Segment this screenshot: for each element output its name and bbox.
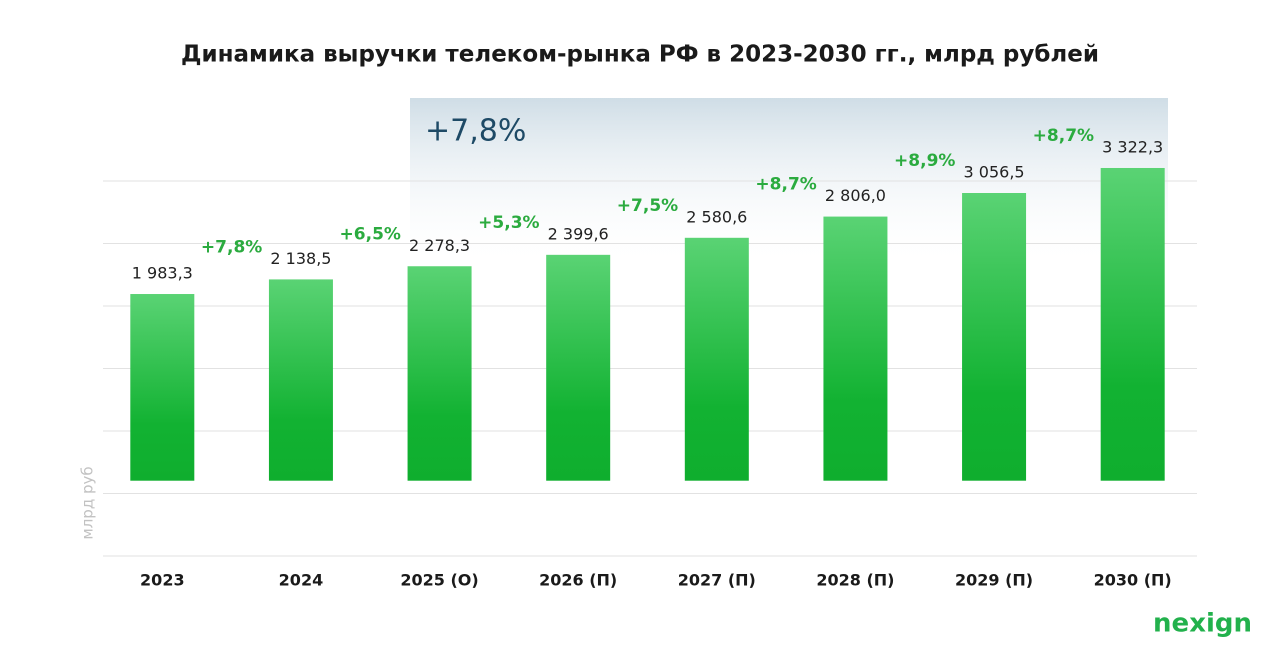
value-label: 3 056,5 <box>964 163 1025 182</box>
x-tick-label: 2026 (П) <box>539 571 617 590</box>
y-axis-label: млрд руб <box>79 466 97 539</box>
brand-logo: nexign <box>1153 609 1252 639</box>
bar <box>546 254 611 481</box>
x-tick-label: 2027 (П) <box>678 571 756 590</box>
bar <box>1100 167 1165 481</box>
x-tick-label: 2030 (П) <box>1094 571 1172 590</box>
value-label: 2 806,0 <box>825 186 886 205</box>
bar <box>823 216 888 481</box>
growth-label: +5,3% <box>478 213 539 233</box>
x-tick-label: 2029 (П) <box>955 571 1033 590</box>
value-label: 1 983,3 <box>132 264 193 283</box>
x-tick-label: 2028 (П) <box>816 571 894 590</box>
growth-label: +7,8% <box>201 237 262 257</box>
growth-label: +8,7% <box>755 175 816 195</box>
growth-label: +7,5% <box>617 196 678 216</box>
value-label: 2 399,6 <box>548 224 609 243</box>
value-label: 2 138,5 <box>270 249 331 268</box>
x-tick-label: 2025 (О) <box>400 571 478 590</box>
bar <box>407 266 472 481</box>
bar <box>268 279 333 481</box>
value-label: 2 278,3 <box>409 236 470 255</box>
bar <box>962 193 1027 481</box>
value-label: 2 580,6 <box>686 207 747 226</box>
x-tick-label: 2023 <box>140 571 185 590</box>
growth-label: +6,5% <box>340 224 401 244</box>
cagr-label: +7,8% <box>425 114 526 149</box>
growth-label: +8,9% <box>894 151 955 171</box>
bar <box>684 237 749 481</box>
x-tick-label: 2024 <box>279 571 324 590</box>
bar <box>130 294 195 481</box>
chart-title: Динамика выручки телеком-рынка РФ в 2023… <box>181 42 1099 68</box>
value-label: 3 322,3 <box>1102 137 1163 156</box>
cagr-highlight <box>410 98 1168 268</box>
growth-label: +8,7% <box>1033 126 1094 146</box>
